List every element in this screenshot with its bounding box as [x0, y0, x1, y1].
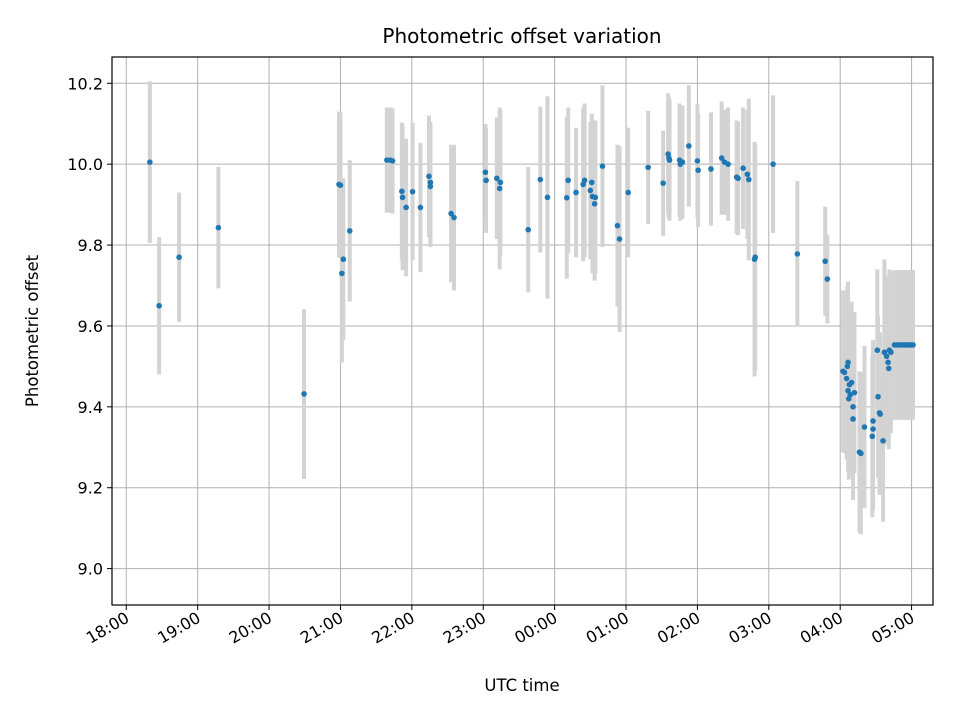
data-points [147, 143, 916, 457]
data-point [346, 228, 353, 234]
data-point [794, 251, 801, 257]
data-point [735, 175, 741, 182]
data-point [877, 411, 883, 417]
data-point [616, 236, 623, 242]
data-point [409, 188, 416, 195]
data-point [874, 347, 881, 354]
data-point [588, 179, 595, 186]
data-point [851, 389, 858, 396]
data-point [822, 258, 828, 265]
data-point [770, 161, 776, 167]
data-point [427, 183, 434, 190]
data-point [427, 179, 434, 186]
data-point [885, 365, 892, 372]
data-point [850, 416, 856, 422]
data-point [497, 179, 504, 186]
y-tick-label: 9.8 [78, 236, 103, 255]
data-point [870, 426, 876, 432]
y-tick-label: 9.0 [78, 560, 103, 579]
data-point [880, 438, 886, 444]
y-tick-label: 9.4 [78, 398, 103, 417]
data-point [625, 189, 631, 196]
data-point [573, 189, 579, 196]
data-point [339, 270, 345, 277]
data-point [718, 155, 725, 161]
x-axis-label: UTC time [484, 676, 559, 695]
data-point [686, 143, 692, 149]
data-point [695, 167, 701, 174]
data-point [869, 433, 876, 440]
data-point [537, 176, 544, 183]
data-point [883, 353, 890, 360]
data-point [301, 391, 307, 397]
data-point [592, 194, 599, 201]
data-point [565, 177, 571, 184]
data-point [544, 194, 551, 201]
data-point [496, 185, 503, 192]
data-point [591, 201, 598, 207]
data-point [448, 210, 454, 217]
data-point [679, 159, 686, 165]
data-point [910, 342, 916, 348]
data-point [645, 164, 651, 171]
data-point [824, 276, 831, 282]
y-axis-label: Photometric offset [23, 254, 42, 407]
y-axis: 9.0 9.2 9.4 9.6 9.8 10.0 10.2 [67, 74, 112, 579]
data-point [660, 180, 666, 186]
data-point [493, 175, 500, 182]
data-point [403, 204, 409, 211]
data-point [563, 194, 570, 201]
data-point [744, 171, 751, 178]
data-point [850, 404, 856, 410]
data-point [843, 375, 850, 382]
data-point [858, 450, 864, 457]
y-tick-label: 10.2 [67, 74, 103, 93]
data-point [147, 159, 153, 165]
data-point [451, 214, 457, 221]
data-point [581, 177, 588, 184]
data-point [740, 165, 746, 172]
data-point [708, 166, 714, 172]
y-tick-label: 9.6 [78, 317, 103, 336]
data-point [841, 369, 848, 376]
y-tick-label: 9.2 [78, 479, 103, 498]
data-point [861, 424, 868, 430]
data-point [599, 163, 606, 169]
data-point [725, 161, 731, 167]
data-point [885, 359, 891, 366]
y-tick-label: 10.0 [67, 155, 103, 174]
data-point [752, 254, 759, 260]
data-point [399, 194, 406, 201]
data-point [176, 254, 182, 260]
data-point [875, 393, 881, 400]
data-point [426, 173, 432, 180]
data-point [888, 349, 894, 356]
data-point [587, 187, 594, 194]
data-point [399, 188, 405, 195]
data-point [848, 379, 855, 386]
data-point [746, 176, 752, 183]
data-point [215, 224, 222, 231]
data-point [340, 256, 347, 263]
data-point [483, 177, 489, 184]
data-point [156, 302, 162, 309]
data-point [417, 204, 424, 211]
data-point [389, 158, 396, 164]
data-point [694, 158, 701, 164]
plot-frame [111, 56, 934, 606]
data-point [870, 418, 876, 424]
data-point [845, 359, 851, 366]
data-point [337, 182, 344, 189]
data-point [482, 169, 489, 176]
data-point [614, 222, 621, 229]
chart-title: Photometric offset variation [382, 24, 661, 48]
data-point [525, 226, 532, 233]
data-point [666, 157, 673, 163]
data-point [847, 391, 853, 398]
